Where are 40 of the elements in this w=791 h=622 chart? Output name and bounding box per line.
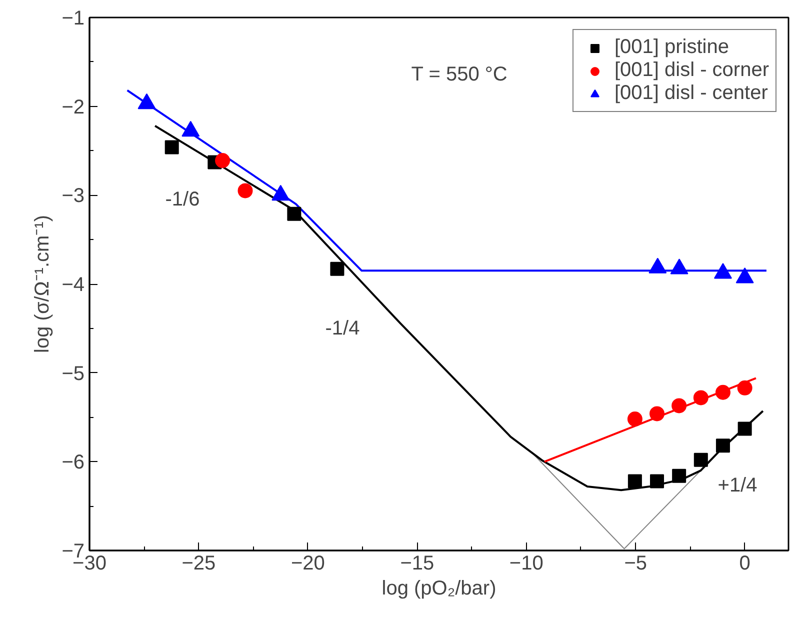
- y-tick-label: −4: [62, 274, 85, 296]
- point: [738, 422, 752, 436]
- annotation: -1/6: [165, 188, 200, 210]
- y-tick-label: −2: [62, 96, 85, 118]
- legend-label: [001] disl - corner: [614, 59, 769, 82]
- point: [627, 412, 642, 427]
- x-tick-label: 0: [739, 552, 750, 574]
- point: [330, 262, 344, 276]
- annotation: T = 550 °C: [411, 64, 508, 86]
- y-tick-label: −6: [62, 452, 85, 474]
- legend-label: [001] pristine: [614, 36, 729, 59]
- point: [287, 206, 302, 221]
- point: [238, 183, 253, 198]
- x-tick-label: −10: [509, 552, 544, 574]
- y-tick-label: −7: [62, 540, 85, 562]
- x-tick-label: −5: [624, 552, 648, 574]
- point: [672, 468, 686, 483]
- y-tick-label: −5: [62, 362, 85, 385]
- y-tick-label: −3: [62, 185, 85, 208]
- x-tick-label: −20: [290, 552, 325, 574]
- legend-label: [001] disl - center: [614, 82, 768, 105]
- x-tick-label: −15: [400, 552, 434, 574]
- annotation: +1/4: [718, 474, 758, 496]
- line-series: [154, 124, 764, 492]
- point: [716, 438, 730, 453]
- point: [628, 474, 642, 488]
- point: [650, 406, 664, 422]
- point: [215, 153, 230, 168]
- point: [650, 474, 664, 488]
- y-axis-title: log (σ/Ω⁻¹.cm⁻¹): [32, 215, 54, 353]
- point: [737, 380, 752, 396]
- x-tick-label: −25: [182, 552, 216, 574]
- point: [694, 452, 708, 467]
- point: [715, 384, 730, 400]
- point: [693, 390, 708, 406]
- point: [672, 398, 687, 414]
- x-axis-title: log (pO₂/bar): [382, 578, 496, 600]
- y-tick-label: −1: [62, 8, 85, 30]
- annotation: -1/4: [325, 318, 360, 340]
- point: [164, 140, 179, 154]
